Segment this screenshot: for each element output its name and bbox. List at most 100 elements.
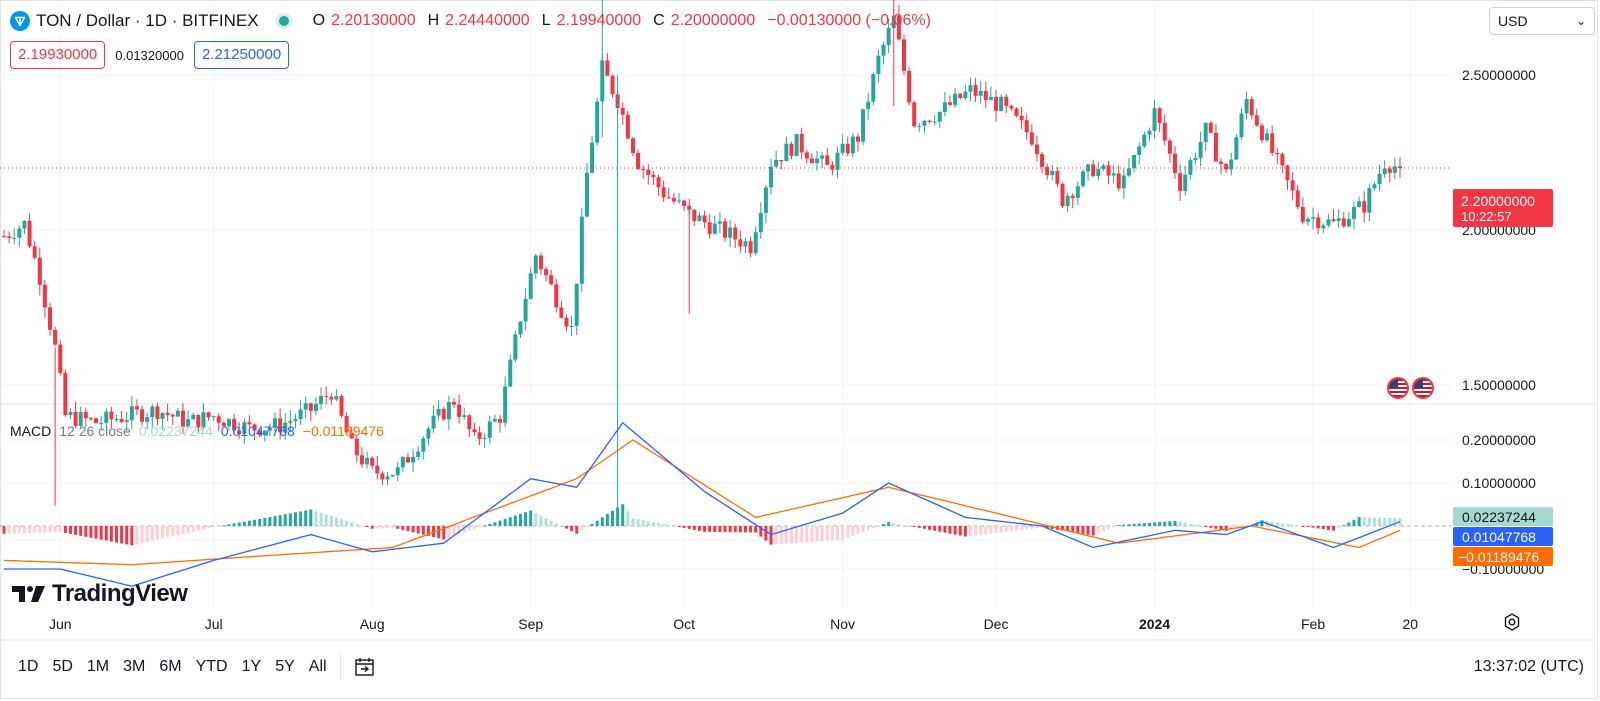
timeframe-3m-button[interactable]: 3M [123, 658, 146, 675]
macd-hist-bar [611, 510, 615, 526]
candle-body [809, 158, 814, 164]
timeframe-5d-button[interactable]: 5D [52, 658, 73, 675]
candle-body [728, 227, 733, 238]
candle-body [32, 246, 37, 258]
timeframe-5y-button[interactable]: 5Y [275, 658, 295, 675]
macd-signal-tag-label: −0.01189476 [1458, 549, 1539, 565]
macd-hist-bar [1142, 523, 1146, 526]
candle-body [753, 232, 758, 254]
macd-hist-bar [355, 523, 359, 526]
candle-body [1326, 219, 1331, 226]
macd-hist-bar [53, 526, 57, 533]
macd-hist-bar [508, 517, 512, 526]
currency-select[interactable]: USD ⌄ [1489, 7, 1595, 35]
sell-button[interactable]: 2.19930000 [10, 41, 106, 69]
candle-body [37, 257, 42, 285]
candle-body [83, 411, 88, 419]
candle-body [242, 422, 247, 435]
macd-hist-tag-label: 0.02237244 [1462, 509, 1536, 525]
timeframe-all-button[interactable]: All [308, 658, 327, 675]
macd-hist-bar [33, 526, 37, 533]
symbol-title[interactable]: TON / Dollar · 1D · BITFINEX [36, 11, 259, 30]
chevron-down-icon: ⌄ [1575, 14, 1586, 28]
us-flag-event-icon[interactable] [1387, 377, 1409, 399]
macd-hist-bar [161, 526, 165, 539]
macd-hist-bar [1388, 517, 1392, 526]
tradingview-logo[interactable]: TradingView [12, 580, 188, 608]
macd-signal-value: −0.01189476 [302, 423, 384, 439]
candle-body [1208, 122, 1213, 133]
macd-hist-bar [1367, 517, 1371, 526]
macd-hist-bar [590, 523, 594, 526]
candle-body [1183, 174, 1188, 191]
macd-hist-bar [217, 526, 221, 527]
macd-hist-bar [651, 522, 655, 526]
macd-hist-bar [795, 526, 799, 543]
candle-body [487, 421, 492, 438]
macd-hist-bar [498, 520, 502, 526]
macd-hist-bar [1286, 523, 1290, 526]
candle-body [559, 307, 564, 318]
candle-body [1157, 108, 1162, 123]
close-value: 2.20000000 [670, 12, 756, 29]
macd-hist-bar [662, 524, 666, 526]
us-flag-event-icon[interactable] [1412, 377, 1434, 399]
macd-hist-bar [580, 526, 584, 531]
candle-body [22, 220, 27, 229]
candle-body [646, 169, 651, 175]
candle-body [533, 255, 538, 274]
candle-body [692, 209, 697, 222]
candle-body [779, 160, 784, 162]
macd-hist-bar [861, 526, 865, 532]
candle-body [42, 284, 47, 308]
timeframe-ytd-button[interactable]: YTD [195, 658, 228, 675]
candle-body [743, 241, 748, 247]
macd-hist-bar [570, 526, 574, 532]
date-range-button[interactable] [351, 653, 379, 681]
macd-line [4, 421, 1401, 587]
macd-hist-bar [605, 514, 609, 526]
timeframe-1d-button[interactable]: 1D [18, 658, 39, 675]
candle-body [978, 90, 983, 96]
macd-hist-bar [564, 526, 568, 529]
macd-hist-bar [871, 526, 875, 529]
macd-hist-bar [810, 526, 814, 542]
macd-hist-bar [856, 526, 860, 534]
buy-button[interactable]: 2.21250000 [193, 41, 290, 69]
candle-body [712, 223, 717, 234]
low-value: 2.19940000 [556, 12, 642, 29]
macd-hist-bar [22, 526, 26, 534]
utc-clock[interactable]: 13:37:02 (UTC) [1473, 658, 1584, 675]
market-status-icon[interactable] [278, 16, 289, 26]
macd-hist-bar [191, 526, 195, 532]
macd-hist-bar [784, 526, 788, 544]
candle-body [1382, 168, 1387, 175]
candle-body [405, 457, 410, 463]
macd-hist-bar [350, 522, 354, 526]
macd-hist-bar [288, 513, 292, 526]
candle-body [140, 409, 145, 422]
timeframe-1y-button[interactable]: 1Y [241, 658, 262, 675]
price-axis-label: 1.50000000 [1462, 377, 1536, 393]
candle-body [799, 133, 804, 153]
candle-body [1321, 225, 1326, 229]
candle-body [584, 172, 589, 217]
timeframe-6m-button[interactable]: 6M [159, 658, 182, 675]
bottom-toolbar: 1D 5D 1M 3M 6M YTD 1Y 5Y All 13:37:02 (U… [0, 648, 1598, 686]
candle-body [492, 418, 497, 422]
currency-value: USD [1498, 13, 1528, 29]
macd-hist-bar [360, 525, 364, 527]
price-axis-label: 2.50000000 [1462, 67, 1536, 83]
chart-settings-button[interactable] [1500, 610, 1524, 634]
candle-body [595, 101, 600, 143]
macd-name[interactable]: MACD [10, 423, 52, 439]
timeframe-1m-button[interactable]: 1M [86, 658, 110, 675]
candle-body [641, 169, 646, 171]
macd-hist-bar [1255, 522, 1259, 526]
macd-signal-tag [1453, 547, 1553, 566]
macd-hist-bar [1158, 522, 1162, 526]
macd-hist-bar [692, 526, 696, 530]
candle-body [871, 74, 876, 102]
macd-hist-bar [1229, 526, 1233, 530]
